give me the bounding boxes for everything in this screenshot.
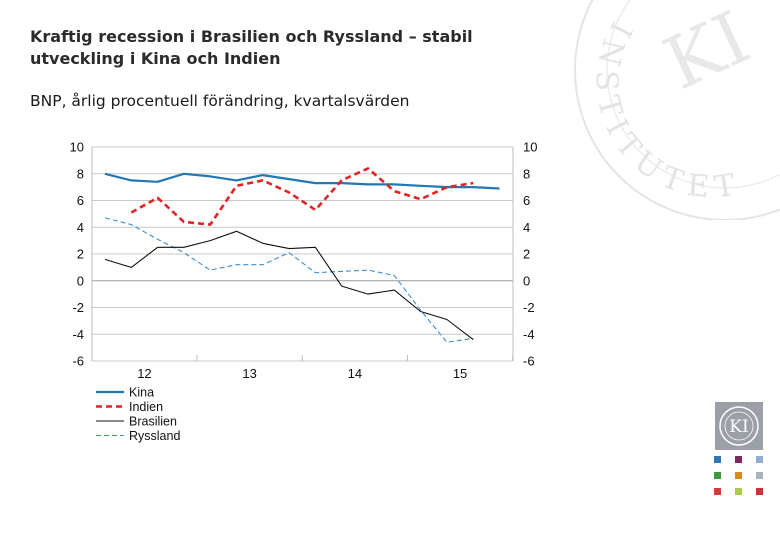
color-square xyxy=(714,488,721,495)
color-square xyxy=(756,488,763,495)
y-tick-label-right: -2 xyxy=(523,300,535,315)
legend-label-indien: Indien xyxy=(129,400,163,414)
y-tick-label-right: 0 xyxy=(523,273,530,288)
legend-label-kina: Kina xyxy=(129,386,154,400)
x-tick-label: 13 xyxy=(242,366,256,381)
y-tick-label-right: -6 xyxy=(523,354,535,369)
legend-label-brasilien: Brasilien xyxy=(129,415,177,429)
y-tick-label-right: 10 xyxy=(523,140,537,155)
y-tick-label-right: 6 xyxy=(523,193,530,208)
ki-logo: KI xyxy=(715,402,763,450)
y-tick-label-left: 10 xyxy=(70,140,84,155)
y-tick-label-left: -6 xyxy=(72,354,84,369)
x-tick-label: 14 xyxy=(348,366,362,381)
color-square xyxy=(714,472,721,479)
color-squares-decoration xyxy=(714,456,763,495)
y-tick-label-left: 4 xyxy=(77,220,84,235)
color-square xyxy=(735,472,742,479)
color-square xyxy=(714,456,721,463)
x-tick-label: 15 xyxy=(453,366,467,381)
ki-logo-text: KI xyxy=(729,417,748,437)
chart-title: Kraftig recession i Brasilien och Ryssla… xyxy=(30,27,473,68)
legend-label-ryssland: Ryssland xyxy=(129,429,180,443)
y-tick-label-left: -4 xyxy=(72,327,84,342)
institute-watermark-seal: INSTITUTET KI xyxy=(574,0,780,220)
color-square xyxy=(756,472,763,479)
x-tick-label: 12 xyxy=(137,366,151,381)
y-tick-label-left: 8 xyxy=(77,166,84,181)
color-square xyxy=(735,488,742,495)
y-tick-label-left: 6 xyxy=(77,193,84,208)
y-tick-label-left: 2 xyxy=(77,247,84,262)
y-tick-label-left: -2 xyxy=(72,300,84,315)
y-tick-label-right: 4 xyxy=(523,220,530,235)
color-square xyxy=(756,456,763,463)
y-tick-label-right: 2 xyxy=(523,247,530,262)
y-tick-label-left: 0 xyxy=(77,273,84,288)
y-tick-label-right: -4 xyxy=(523,327,535,342)
series-line-indien xyxy=(130,167,474,226)
chart-subtitle: BNP, årlig procentuell förändring, kvart… xyxy=(30,92,410,110)
series-line-kina xyxy=(104,172,500,190)
y-tick-label-right: 8 xyxy=(523,166,530,181)
series-line-ryssland xyxy=(104,217,474,343)
color-square xyxy=(735,456,742,463)
series-line-brasilien xyxy=(104,230,474,341)
